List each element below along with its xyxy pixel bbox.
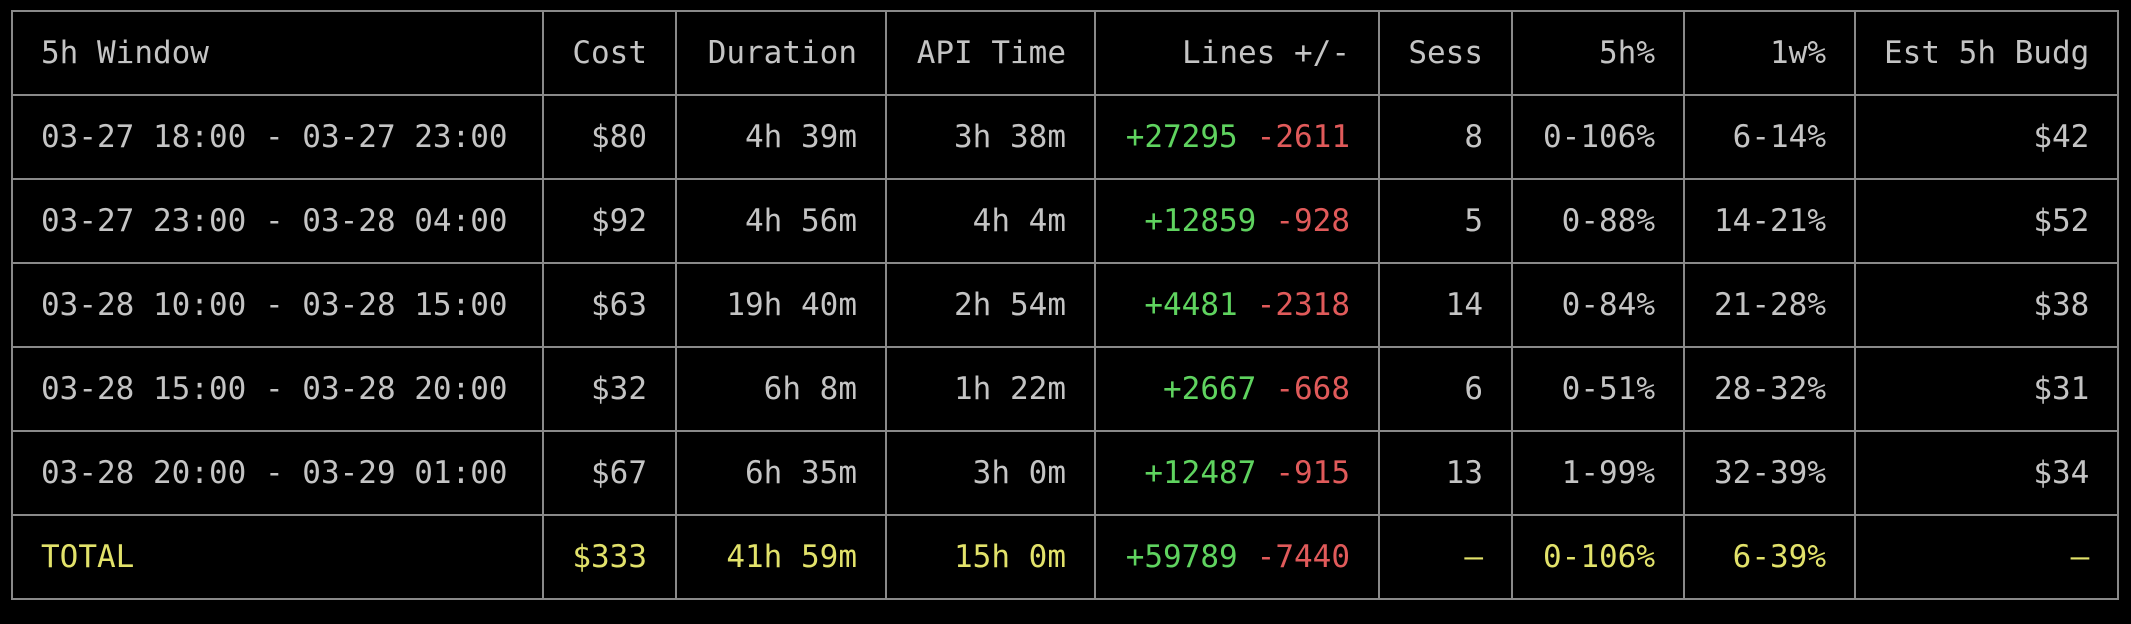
cell: 03-27 18:00 - 03-27 23:00 <box>11 94 544 180</box>
cell: $38 <box>1853 262 2120 348</box>
lines-removed: -928 <box>1275 203 1350 239</box>
cell: $92 <box>542 178 677 264</box>
cell: 03-28 15:00 - 03-28 20:00 <box>11 346 544 432</box>
cell: 0-88% <box>1511 178 1685 264</box>
lines-cell: +27295 -2611 <box>1094 94 1380 180</box>
table-row: 03-28 10:00 - 03-28 15:00 $63 19h 40m 2h 54… <box>11 262 2120 348</box>
cell: 8 <box>1378 94 1513 180</box>
cell: TOTAL <box>11 514 544 600</box>
lines-added: +4481 <box>1144 287 1238 323</box>
header-cell: Sess <box>1378 10 1513 96</box>
cell: 4h 56m <box>675 178 887 264</box>
cell: 13 <box>1378 430 1513 516</box>
cell: $52 <box>1853 178 2120 264</box>
header-cell: Cost <box>542 10 677 96</box>
cell: 0-84% <box>1511 262 1685 348</box>
lines-removed: -2318 <box>1256 287 1350 323</box>
cell: 0-106% <box>1511 514 1685 600</box>
lines-cell: +4481 -2318 <box>1094 262 1380 348</box>
cell: $333 <box>542 514 677 600</box>
cell: 2h 54m <box>885 262 1096 348</box>
lines-removed: -915 <box>1275 455 1350 491</box>
lines-removed: -2611 <box>1256 119 1350 155</box>
header-cell: Duration <box>675 10 887 96</box>
cell: 6-39% <box>1683 514 1856 600</box>
cell: 15h 0m <box>885 514 1096 600</box>
lines-removed: -668 <box>1275 371 1350 407</box>
header-cell: Est 5h Budg <box>1853 10 2120 96</box>
cell: $42 <box>1853 94 2120 180</box>
header-cell: 5h Window <box>11 10 544 96</box>
cell: 03-28 10:00 - 03-28 15:00 <box>11 262 544 348</box>
lines-added: +27295 <box>1125 119 1238 155</box>
header-cell: Lines +/- <box>1094 10 1380 96</box>
cell: 14-21% <box>1683 178 1856 264</box>
cell: 19h 40m <box>675 262 887 348</box>
cell: 03-27 23:00 - 03-28 04:00 <box>11 178 544 264</box>
cell: 0-106% <box>1511 94 1685 180</box>
cell: 6-14% <box>1683 94 1856 180</box>
cell: 28-32% <box>1683 346 1856 432</box>
table-row: TOTAL $333 41h 59m 15h 0m +59789 -7440—0-106%… <box>11 514 2120 600</box>
cell: 3h 0m <box>885 430 1096 516</box>
cell: 6 <box>1378 346 1513 432</box>
table-row: 5h Window Cost Duration API Time Lines +/- Se… <box>11 10 2120 96</box>
cell: $31 <box>1853 346 2120 432</box>
cell: 3h 38m <box>885 94 1096 180</box>
cell: $80 <box>542 94 677 180</box>
cell: $63 <box>542 262 677 348</box>
cell: 03-28 20:00 - 03-29 01:00 <box>11 430 544 516</box>
cell: $67 <box>542 430 677 516</box>
header-cell: API Time <box>885 10 1096 96</box>
header-cell: 1w% <box>1683 10 1856 96</box>
usage-table: 5h Window Cost Duration API Time Lines +/- Se… <box>11 10 2120 600</box>
cell: 41h 59m <box>675 514 887 600</box>
cell: 21-28% <box>1683 262 1856 348</box>
cell: 4h 4m <box>885 178 1096 264</box>
lines-added: +59789 <box>1125 539 1238 575</box>
cell: — <box>1378 514 1513 600</box>
lines-added: +2667 <box>1163 371 1257 407</box>
lines-cell: +12487 -915 <box>1094 430 1380 516</box>
cell: $34 <box>1853 430 2120 516</box>
cell: 0-51% <box>1511 346 1685 432</box>
table-row: 03-28 15:00 - 03-28 20:00 $32 6h 8m 1h 22m +… <box>11 346 2120 432</box>
cell: 14 <box>1378 262 1513 348</box>
lines-removed: -7440 <box>1256 539 1350 575</box>
table-row: 03-28 20:00 - 03-29 01:00 $67 6h 35m 3h 0m +… <box>11 430 2120 516</box>
cell: 6h 35m <box>675 430 887 516</box>
table-body: 5h Window Cost Duration API Time Lines +/- Se… <box>11 10 2120 600</box>
lines-cell: +12859 -928 <box>1094 178 1380 264</box>
cell: $32 <box>542 346 677 432</box>
cell: 4h 39m <box>675 94 887 180</box>
header-cell: 5h% <box>1511 10 1685 96</box>
cell: 6h 8m <box>675 346 887 432</box>
cell: 1-99% <box>1511 430 1685 516</box>
table-row: 03-27 23:00 - 03-28 04:00 $92 4h 56m 4h 4m +… <box>11 178 2120 264</box>
cell: 5 <box>1378 178 1513 264</box>
lines-added: +12859 <box>1144 203 1257 239</box>
cell: 32-39% <box>1683 430 1856 516</box>
lines-added: +12487 <box>1144 455 1257 491</box>
cell: 1h 22m <box>885 346 1096 432</box>
lines-cell: +59789 -7440 <box>1094 514 1380 600</box>
lines-cell: +2667 -668 <box>1094 346 1380 432</box>
table-row: 03-27 18:00 - 03-27 23:00 $80 4h 39m 3h 38m… <box>11 94 2120 180</box>
cell: — <box>1853 514 2120 600</box>
